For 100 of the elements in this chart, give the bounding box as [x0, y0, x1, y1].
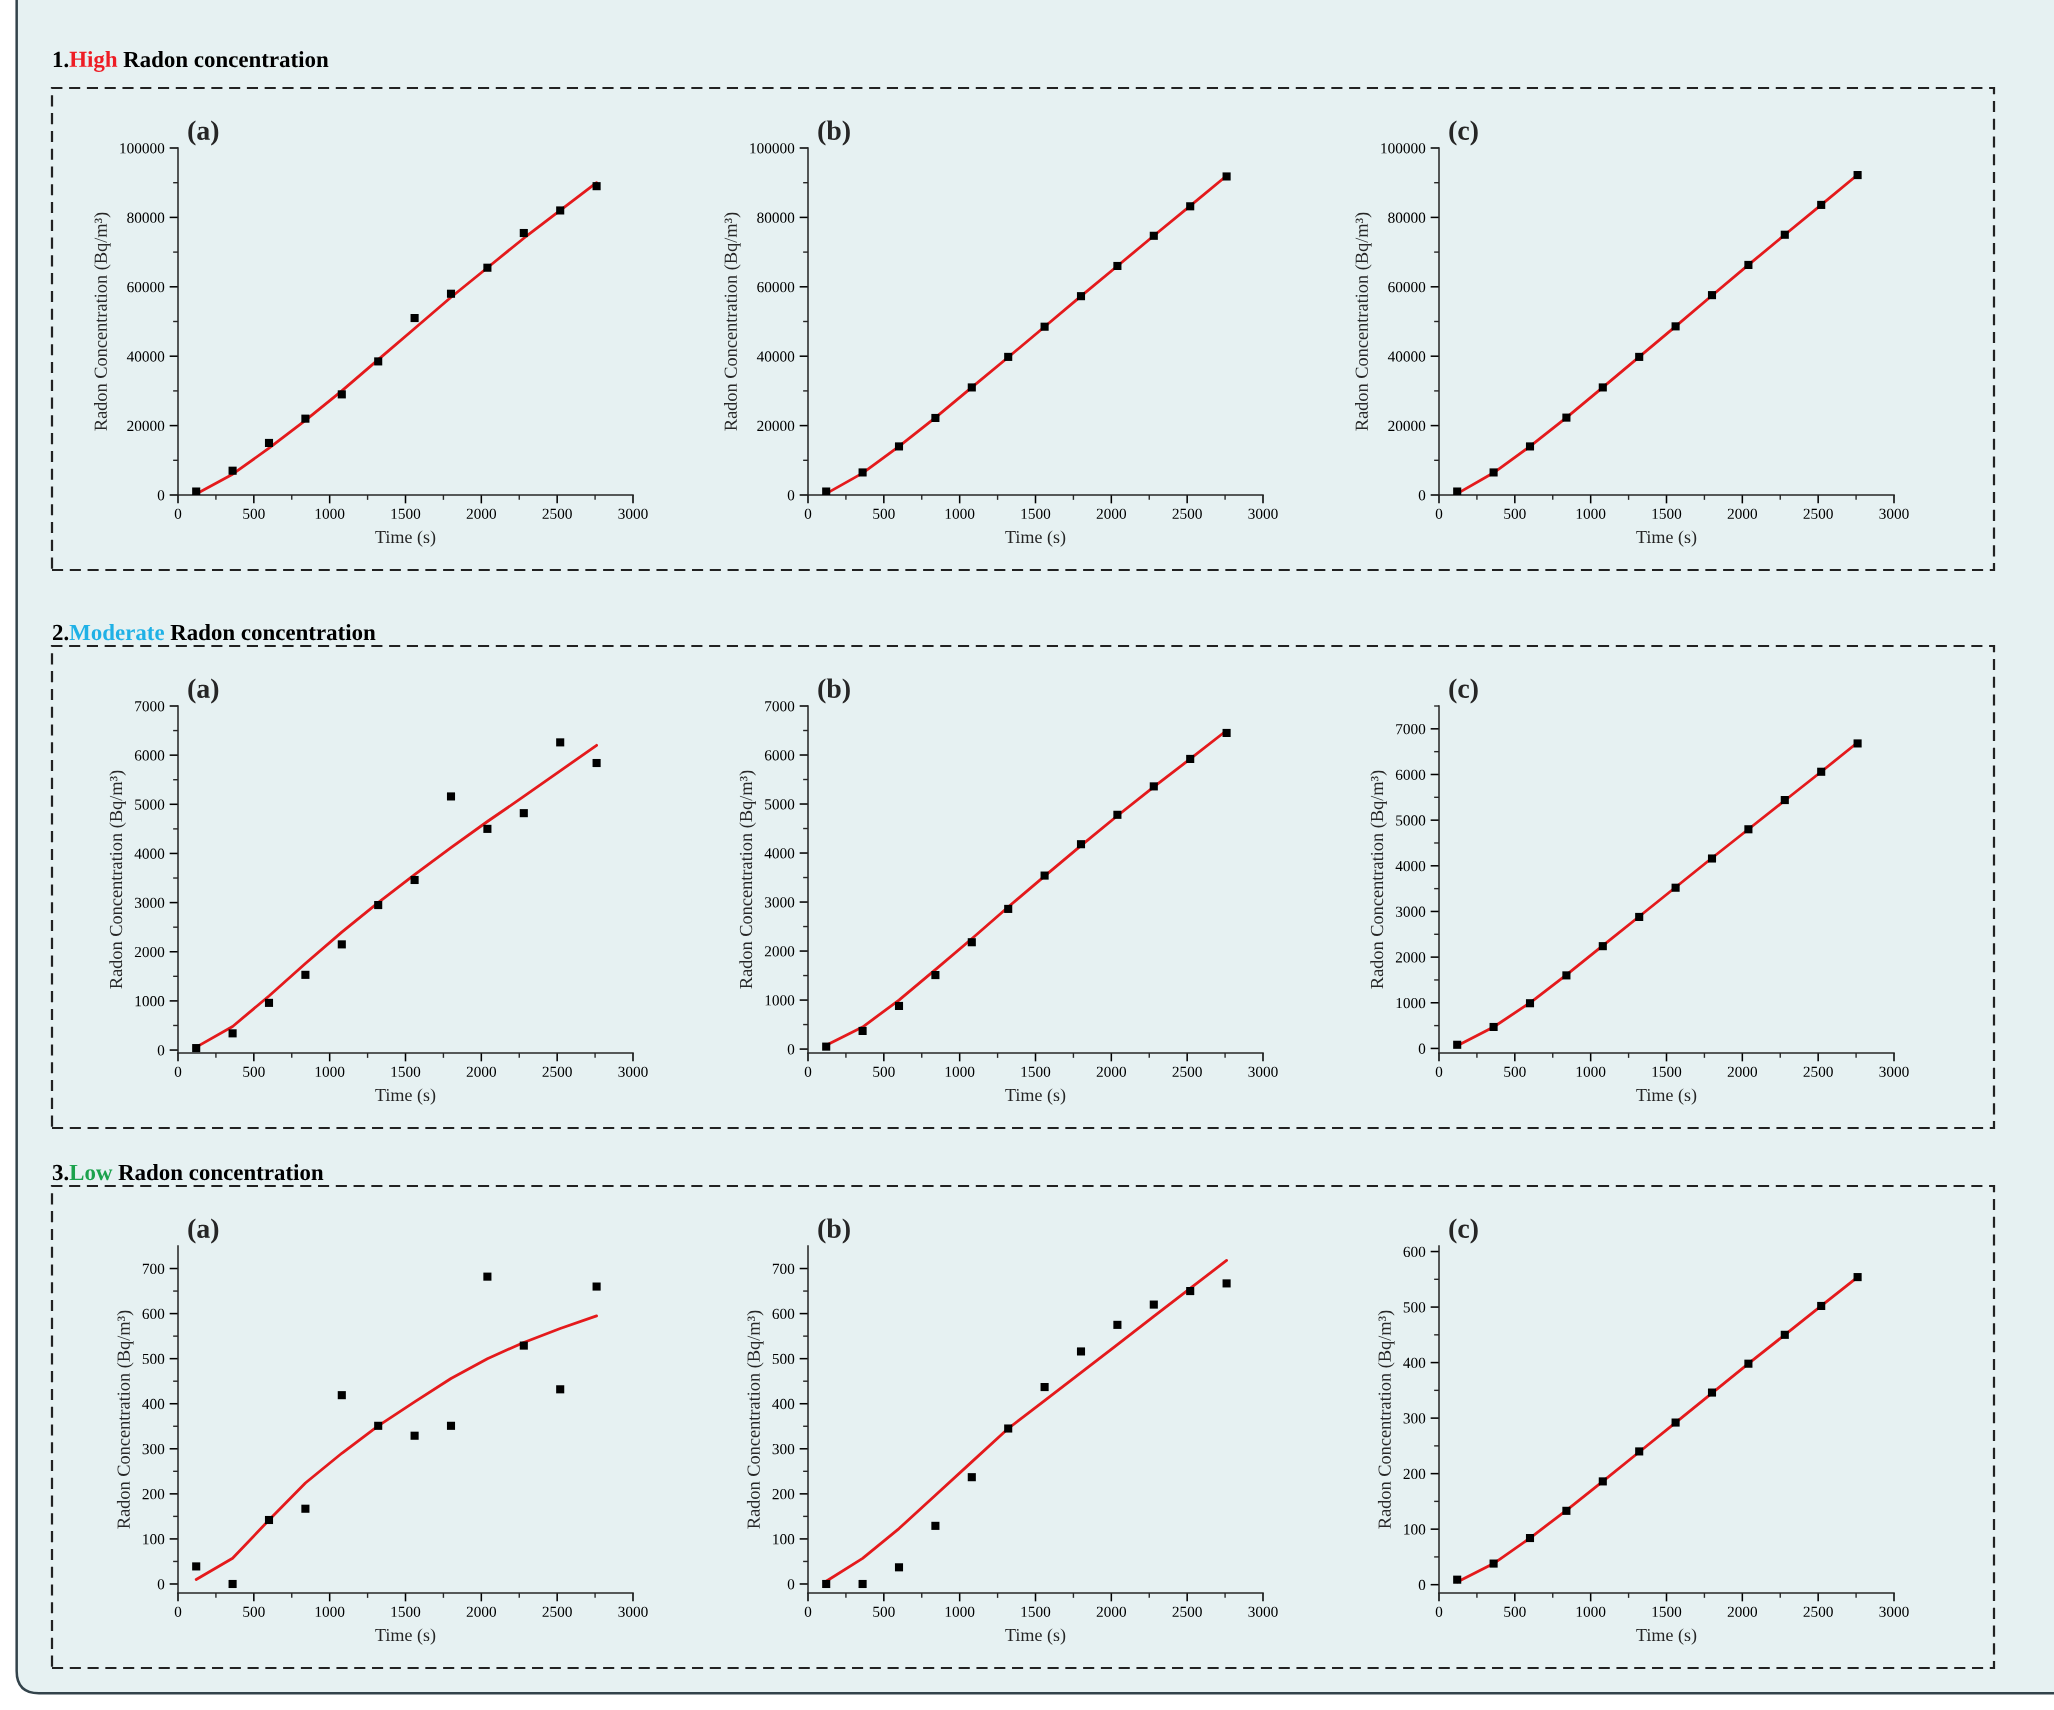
- chart-title: (c): [1449, 1218, 1478, 1244]
- chart-title: (a): [188, 1218, 219, 1244]
- point: [1222, 1279, 1231, 1288]
- point: [967, 1473, 976, 1482]
- point: [858, 1579, 867, 1589]
- point: [264, 998, 274, 1007]
- x-tick-label: 500: [873, 508, 895, 519]
- x-tick-label: 3000: [1879, 508, 1909, 519]
- x-tick-label: 1000: [315, 508, 345, 519]
- point: [228, 1029, 237, 1038]
- x-tick-label: 1500: [1021, 1066, 1051, 1077]
- point: [337, 1391, 346, 1400]
- point: [1853, 171, 1862, 180]
- y-tick-label: 2000: [764, 946, 795, 957]
- chart-title: (a): [188, 678, 219, 704]
- y-tick-label: 1000: [1396, 997, 1426, 1009]
- point: [967, 938, 976, 947]
- y-tick-label: 60000: [127, 281, 165, 293]
- y-tick-label: 100000: [750, 143, 795, 154]
- y-tick-label: 5000: [765, 799, 795, 810]
- x-axis-title: Time (s): [1636, 1628, 1697, 1645]
- point: [1780, 1330, 1789, 1339]
- point: [1222, 728, 1231, 737]
- point: [556, 1385, 565, 1394]
- x-tick-label: 2000: [1096, 1606, 1127, 1617]
- x-tick-label: 2500: [1803, 1606, 1833, 1617]
- y-axis-title: Radon Concentration (Bq/m³): [724, 212, 741, 431]
- point: [1853, 739, 1862, 748]
- point: [1453, 1575, 1462, 1584]
- point: [1186, 202, 1195, 211]
- point: [822, 487, 831, 495]
- x-tick-label: 2500: [1172, 508, 1202, 519]
- point: [592, 758, 601, 768]
- text: 2.: [52, 624, 69, 641]
- y-tick-label: 700: [142, 1263, 165, 1274]
- x-tick-label: 1500: [1021, 508, 1051, 519]
- x-axis-title: Time (s): [1636, 530, 1697, 547]
- y-tick-label: 4000: [134, 848, 165, 859]
- x-tick-label: 2000: [1727, 1066, 1758, 1077]
- y-tick-label: 80000: [757, 212, 795, 223]
- point: [931, 413, 940, 423]
- x-tick-label: 500: [873, 1606, 895, 1617]
- point: [483, 263, 492, 272]
- point: [1562, 1506, 1571, 1515]
- x-tick-label: 1500: [391, 1606, 421, 1617]
- x-tick-label: 2500: [542, 508, 572, 519]
- y-tick-label: 200: [772, 1489, 795, 1500]
- x-tick-label: 2500: [1172, 1066, 1202, 1077]
- point: [301, 414, 310, 423]
- y-tick-label: 300: [1403, 1413, 1426, 1424]
- x-tick-label: 500: [1504, 508, 1526, 519]
- x-tick-label: 0: [174, 508, 182, 519]
- point: [1817, 200, 1826, 209]
- y-tick-label: 400: [142, 1398, 165, 1410]
- x-tick-label: 1500: [1652, 1606, 1682, 1617]
- y-tick-label: 0: [157, 490, 165, 501]
- point: [1186, 754, 1195, 763]
- y-tick-label: 6000: [1395, 769, 1426, 780]
- x-tick-label: 0: [804, 508, 812, 519]
- point: [1817, 1301, 1826, 1311]
- chart-title: (a): [188, 120, 219, 146]
- x-tick-label: 500: [873, 1066, 895, 1077]
- y-axis-title: Radon Concentration (Bq/m³): [739, 770, 756, 989]
- point: [1004, 904, 1013, 913]
- y-tick-label: 20000: [757, 420, 795, 432]
- y-tick-label: 80000: [1388, 212, 1426, 223]
- y-tick-label: 200: [1403, 1468, 1426, 1480]
- x-tick-label: 1000: [945, 508, 975, 519]
- point: [1525, 999, 1535, 1008]
- y-tick-label: 0: [1418, 1579, 1426, 1591]
- y-tick-label: 5000: [1396, 815, 1426, 826]
- y-tick-label: 2000: [134, 946, 165, 958]
- point: [592, 1282, 601, 1291]
- y-tick-label: 40000: [1387, 351, 1426, 362]
- y-tick-label: 7000: [135, 701, 165, 712]
- y-tick-label: 3000: [1395, 906, 1426, 917]
- y-tick-label: 100: [143, 1534, 165, 1545]
- y-tick-label: 20000: [127, 420, 165, 432]
- y-tick-label: 0: [787, 490, 795, 501]
- x-tick-label: 3000: [1248, 1606, 1278, 1617]
- y-tick-label: 0: [157, 1579, 165, 1590]
- y-tick-label: 4000: [1395, 860, 1426, 872]
- point: [894, 442, 904, 451]
- point: [1113, 1320, 1122, 1329]
- y-tick-label: 300: [772, 1443, 795, 1455]
- point: [1780, 230, 1789, 239]
- point: [192, 1044, 201, 1053]
- x-tick-label: 1000: [315, 1066, 345, 1077]
- y-tick-label: 20000: [1388, 420, 1426, 432]
- y-tick-label: 80000: [127, 212, 165, 223]
- y-tick-label: 3000: [764, 897, 795, 908]
- point: [1853, 1273, 1862, 1282]
- x-tick-label: 3000: [618, 1606, 648, 1617]
- y-tick-label: 2000: [1395, 952, 1426, 963]
- point: [1076, 840, 1086, 849]
- y-tick-label: 500: [142, 1353, 165, 1365]
- text: 1.: [53, 51, 69, 68]
- x-axis-title: Time (s): [375, 1088, 436, 1105]
- point: [1040, 322, 1049, 331]
- point: [1744, 260, 1753, 269]
